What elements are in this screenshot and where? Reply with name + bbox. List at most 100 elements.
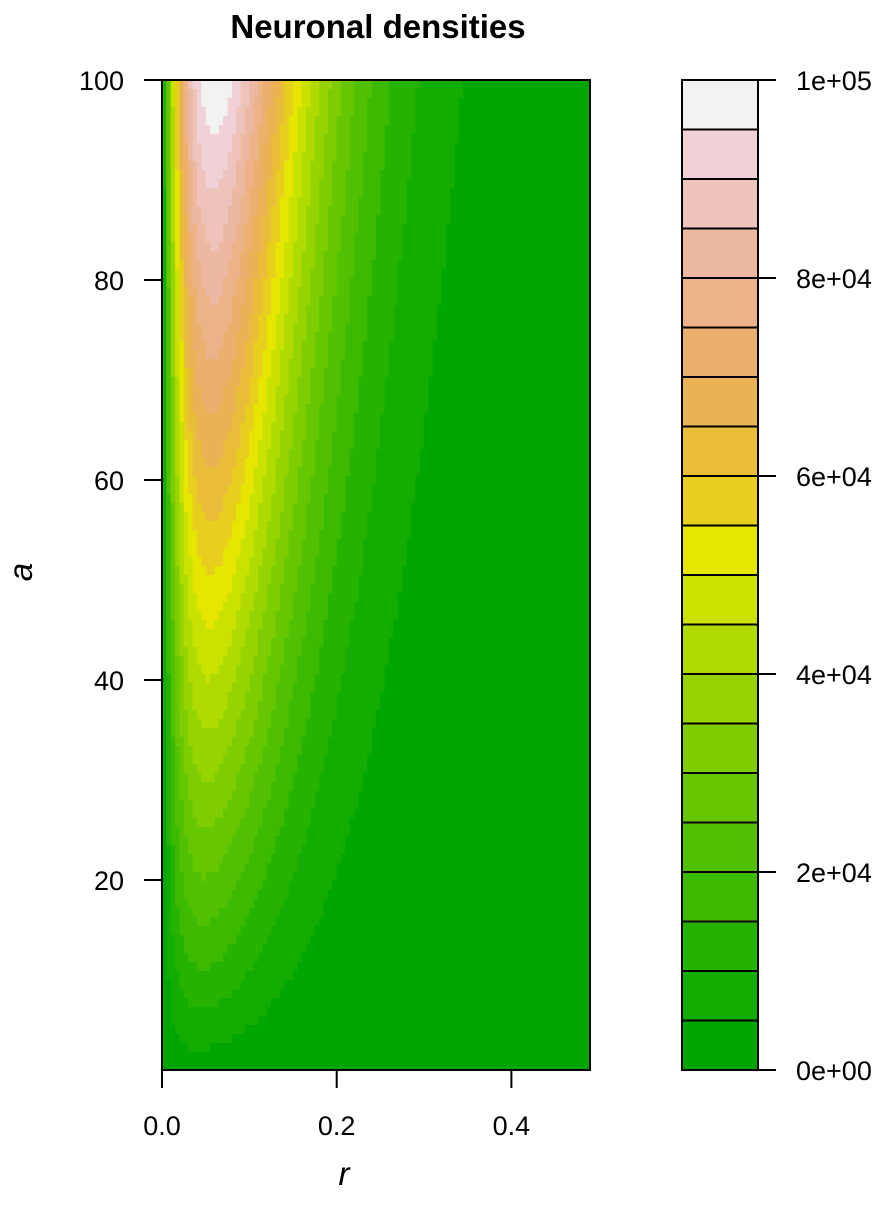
heatmap-cell — [419, 206, 425, 216]
heatmap-cell — [432, 503, 438, 513]
heatmap-cell — [179, 449, 185, 459]
heatmap-cell — [336, 422, 342, 432]
heatmap-cell — [192, 269, 198, 279]
heatmap-cell — [210, 512, 216, 522]
heatmap-cell — [218, 458, 224, 468]
heatmap-cell — [196, 440, 202, 450]
heatmap-cell — [201, 305, 207, 315]
heatmap-cell — [507, 458, 512, 468]
heatmap-cell — [183, 395, 189, 405]
heatmap-cell — [424, 440, 430, 450]
heatmap-cell — [485, 395, 491, 405]
heatmap-cell — [231, 530, 237, 540]
heatmap-cell — [524, 125, 530, 135]
heatmap-cell — [345, 170, 351, 180]
heatmap-cell — [450, 467, 456, 477]
heatmap-cell — [192, 80, 198, 90]
heatmap-cell — [262, 449, 268, 459]
heatmap-cell — [450, 215, 456, 225]
heatmap-cell — [402, 404, 408, 414]
heatmap-cell — [227, 368, 233, 378]
heatmap-cell — [402, 161, 408, 171]
heatmap-cell — [223, 161, 229, 171]
heatmap-cell — [210, 359, 216, 369]
heatmap-cell — [402, 422, 408, 432]
heatmap-cell — [559, 521, 565, 531]
heatmap-cell — [410, 395, 416, 405]
heatmap-cell — [489, 476, 495, 486]
heatmap-cell — [389, 404, 395, 414]
heatmap-cell — [576, 476, 582, 486]
heatmap-cell — [301, 332, 307, 342]
heatmap-cell — [384, 134, 390, 144]
heatmap-cell — [227, 341, 233, 351]
heatmap-cell — [314, 125, 320, 135]
heatmap-cell — [563, 395, 569, 405]
heatmap-cell — [511, 80, 517, 90]
heatmap-cell — [310, 476, 316, 486]
heatmap-cell — [520, 152, 526, 162]
heatmap-cell — [437, 449, 443, 459]
heatmap-cell — [223, 386, 229, 396]
heatmap-cell — [240, 269, 246, 279]
heatmap-cell — [319, 530, 325, 540]
heatmap-cell — [297, 314, 303, 324]
heatmap-cell — [533, 125, 539, 135]
heatmap-cell — [240, 134, 246, 144]
heatmap-cell — [450, 143, 456, 153]
heatmap-cell — [341, 215, 347, 225]
heatmap-cell — [306, 476, 312, 486]
heatmap-cell — [541, 197, 547, 207]
heatmap-cell — [585, 368, 591, 378]
heatmap-cell — [389, 503, 395, 513]
heatmap-cell — [428, 377, 434, 387]
heatmap-cell — [428, 449, 434, 459]
heatmap-cell — [179, 152, 185, 162]
heatmap-cell — [445, 89, 451, 99]
heatmap-cell — [358, 449, 364, 459]
heatmap-cell — [188, 278, 194, 288]
heatmap-cell — [170, 413, 176, 423]
heatmap-cell — [507, 440, 512, 450]
heatmap-cell — [371, 332, 377, 342]
heatmap-cell — [384, 116, 390, 126]
heatmap-cell — [218, 449, 224, 459]
heatmap-cell — [284, 485, 290, 495]
heatmap-cell — [266, 350, 272, 360]
heatmap-cell — [389, 116, 395, 126]
heatmap-cell — [170, 188, 176, 198]
heatmap-cell — [166, 512, 172, 522]
heatmap-cell — [244, 278, 250, 288]
heatmap-cell — [568, 458, 574, 468]
heatmap-cell — [476, 224, 482, 234]
heatmap-cell — [362, 269, 368, 279]
heatmap-cell — [275, 341, 281, 351]
heatmap-cell — [585, 260, 591, 270]
heatmap-cell — [231, 170, 237, 180]
heatmap-cell — [463, 467, 469, 477]
heatmap-cell — [555, 161, 561, 171]
heatmap-cell — [205, 287, 211, 297]
heatmap-cell — [271, 107, 277, 117]
heatmap-cell — [231, 449, 237, 459]
heatmap-cell — [428, 134, 434, 144]
heatmap-cell — [445, 368, 451, 378]
heatmap-cell — [223, 143, 229, 153]
heatmap-cell — [188, 503, 194, 513]
heatmap-cell — [541, 476, 547, 486]
heatmap-cell — [192, 512, 198, 522]
heatmap-cell — [275, 467, 281, 477]
heatmap-cell — [541, 368, 547, 378]
heatmap-cell — [183, 242, 189, 252]
heatmap-cell — [493, 170, 499, 180]
heatmap-cell — [183, 323, 189, 333]
heatmap-cell — [275, 377, 281, 387]
heatmap-cell — [410, 521, 416, 531]
heatmap-cell — [336, 431, 342, 441]
heatmap-cell — [297, 440, 303, 450]
heatmap-cell — [367, 323, 373, 333]
heatmap-cell — [515, 413, 521, 423]
heatmap-cell — [327, 197, 333, 207]
heatmap-cell — [458, 152, 464, 162]
heatmap-cell — [384, 404, 390, 414]
